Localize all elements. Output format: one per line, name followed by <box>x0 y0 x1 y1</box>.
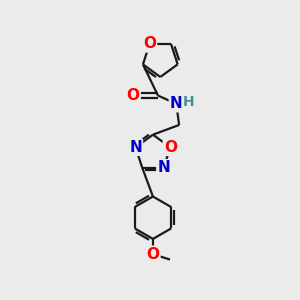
Text: O: O <box>143 37 156 52</box>
Text: O: O <box>127 88 140 103</box>
Text: O: O <box>146 247 159 262</box>
Text: H: H <box>183 95 194 109</box>
Text: N: N <box>129 140 142 155</box>
Text: O: O <box>164 140 177 155</box>
Text: N: N <box>157 160 170 175</box>
Text: N: N <box>170 96 183 111</box>
